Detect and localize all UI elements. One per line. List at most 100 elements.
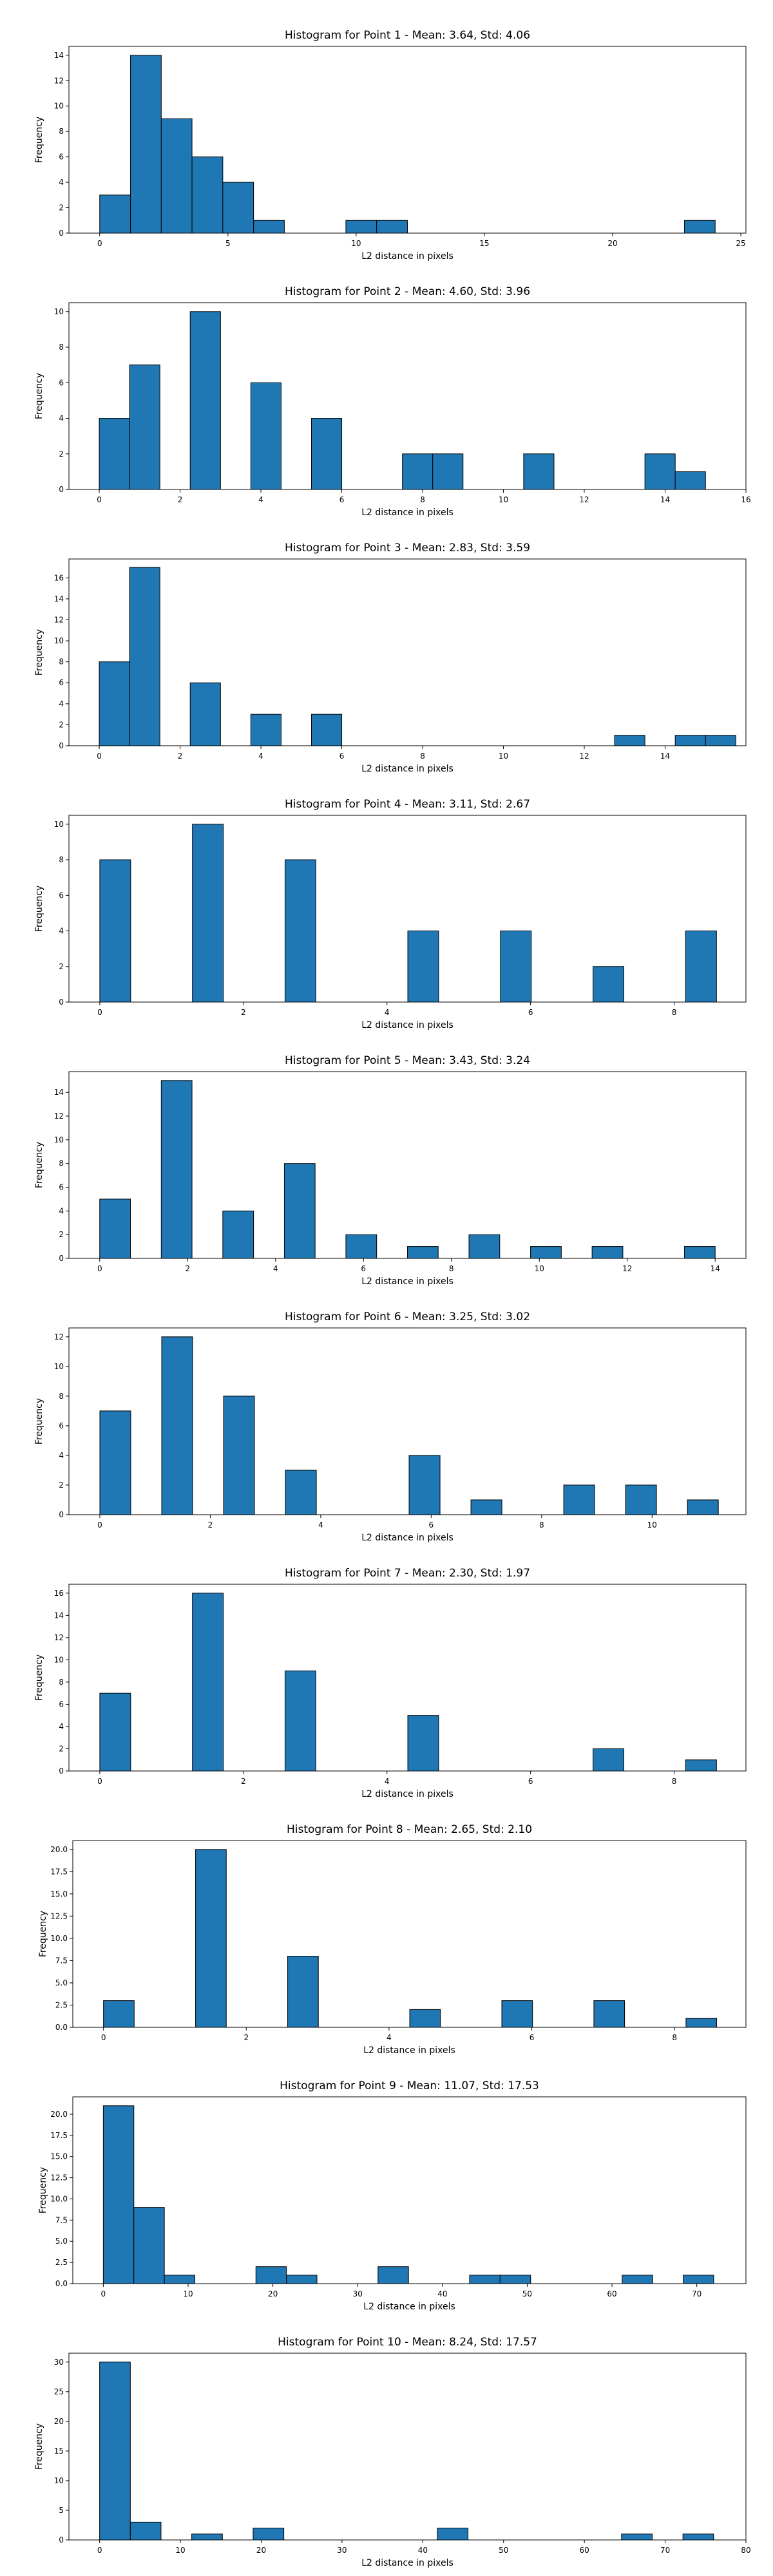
y-tick-label: 6 [59,891,64,900]
histogram-bar [310,418,343,490]
x-tick-label: 6 [528,1008,533,1017]
y-tick-label: 5.0 [55,1978,68,1987]
histogram-bar [685,2018,718,2028]
x-tick-label: 0 [97,1777,102,1786]
histogram-bar [191,156,224,234]
histogram-panel-9: 0 10 20 30 40 50 60 70 0.0 2.5 5.0 7.5 10.0 12.5 15.0 1… [38,2079,747,2312]
histogram-panel-3: 0 2 4 6 8 10 12 14 0 2 4 6 8 10 12 14 16 Histogram for Po… [34,542,747,774]
histogram-bar [621,2533,653,2541]
y-axis-label: Frequency [34,1654,44,1701]
y-tick-label: 0.0 [55,2279,68,2288]
histogram-bar [253,2528,285,2541]
x-axis-label: L2 distance in pixels [361,1276,453,1287]
x-tick-label: 8 [672,1777,677,1786]
y-tick-label: 2.5 [55,2000,68,2009]
y-tick-label: 0.0 [55,2023,68,2032]
x-tick-label: 2 [178,752,183,761]
histogram-bar [164,2275,196,2284]
histogram-bar [685,1759,717,1772]
y-tick-label: 10.0 [50,1934,68,1943]
histogram-bar [523,453,555,490]
x-tick-label: 6 [530,2033,535,2042]
y-tick-label: 12 [54,1112,64,1121]
y-axis-label: Frequency [34,1398,44,1444]
histogram-bar [192,1593,224,1772]
histogram-bar [683,220,716,234]
histogram-bar [683,1246,716,1259]
x-tick-label: 6 [361,1264,366,1273]
histogram-bar [285,1470,317,1515]
chart-title: Histogram for Point 6 - Mean: 3.25, Std:… [285,1311,530,1323]
x-tick-label: 30 [337,2546,347,2555]
y-tick-label: 12 [54,1332,64,1341]
histogram-bar [437,2528,469,2541]
y-tick-label: 30 [54,2358,64,2367]
histogram-bar [195,1849,227,2028]
plot-frame [68,1327,747,1515]
x-tick-label: 4 [258,752,263,761]
y-axis-label: Frequency [34,2423,44,2470]
chart-title: Histogram for Point 7 - Mean: 2.30, Std:… [285,1567,530,1580]
y-tick-label: 7.5 [55,1956,68,1965]
histogram-bar [377,2266,409,2284]
x-tick-label: 0 [97,1264,102,1273]
y-tick-label: 10.0 [50,2194,68,2203]
histogram-bar [250,382,282,490]
histogram-bar [129,2521,162,2541]
y-axis-label: Frequency [34,373,44,419]
y-tick-label: 2.5 [55,2258,68,2267]
x-tick-label: 8 [420,495,425,504]
y-tick-label: 8 [59,343,64,352]
chart-title: Histogram for Point 4 - Mean: 3.11, Std:… [285,798,530,811]
x-tick-label: 10 [183,2289,193,2298]
histogram-bar [99,1692,131,1772]
y-tick-label: 17.5 [50,2131,68,2140]
histogram-bar [99,1410,131,1515]
x-tick-label: 10 [647,1520,657,1530]
x-axis-label: L2 distance in pixels [361,1789,453,1799]
plot-frame [68,302,747,490]
x-tick-label: 8 [672,1008,677,1017]
histogram-bar [99,2362,131,2541]
plot-frame [68,558,747,746]
x-axis-label: L2 distance in pixels [363,2302,455,2312]
y-axis-label: Frequency [34,117,44,163]
y-tick-label: 8 [59,1678,64,1687]
histogram-panel-1: 0 5 10 15 20 25 0 2 4 6 8 10 12 14 Histogram for Point… [34,29,747,261]
x-tick-label: 0 [97,1008,102,1017]
x-tick-label: 12 [579,495,589,504]
y-tick-label: 14 [54,1611,64,1620]
y-tick-label: 0 [59,998,64,1007]
histogram-bar [161,1336,193,1515]
y-axis-label: Frequency [38,2167,48,2213]
x-tick-label: 50 [522,2289,532,2298]
x-tick-label: 6 [429,1520,434,1530]
x-tick-label: 2 [241,1008,246,1017]
histogram-bar [189,682,221,746]
x-tick-label: 80 [741,2546,750,2555]
y-tick-label: 2 [59,1744,64,1753]
x-tick-label: 12 [579,752,589,761]
x-tick-label: 16 [741,495,750,504]
histogram-bar [674,735,706,746]
y-tick-label: 20.0 [50,1845,68,1854]
y-axis-label: Frequency [34,1142,44,1188]
y-tick-label: 0 [59,741,64,750]
histogram-bar [501,2000,533,2028]
histogram-bar [160,118,193,234]
y-tick-label: 7.5 [55,2215,68,2224]
x-axis-label: L2 distance in pixels [361,1533,453,1543]
histogram-bar [685,931,717,1003]
x-tick-label: 8 [449,1264,454,1273]
y-tick-label: 0 [59,1766,64,1776]
x-tick-label: 0 [97,1520,102,1530]
x-tick-label: 0 [101,2289,106,2298]
x-tick-label: 14 [660,752,670,761]
histogram-bar [130,55,162,234]
x-tick-label: 0 [97,752,102,761]
y-tick-label: 10 [54,636,64,645]
x-tick-label: 30 [353,2289,363,2298]
x-axis-label: L2 distance in pixels [361,764,453,774]
y-tick-label: 8 [59,127,64,136]
